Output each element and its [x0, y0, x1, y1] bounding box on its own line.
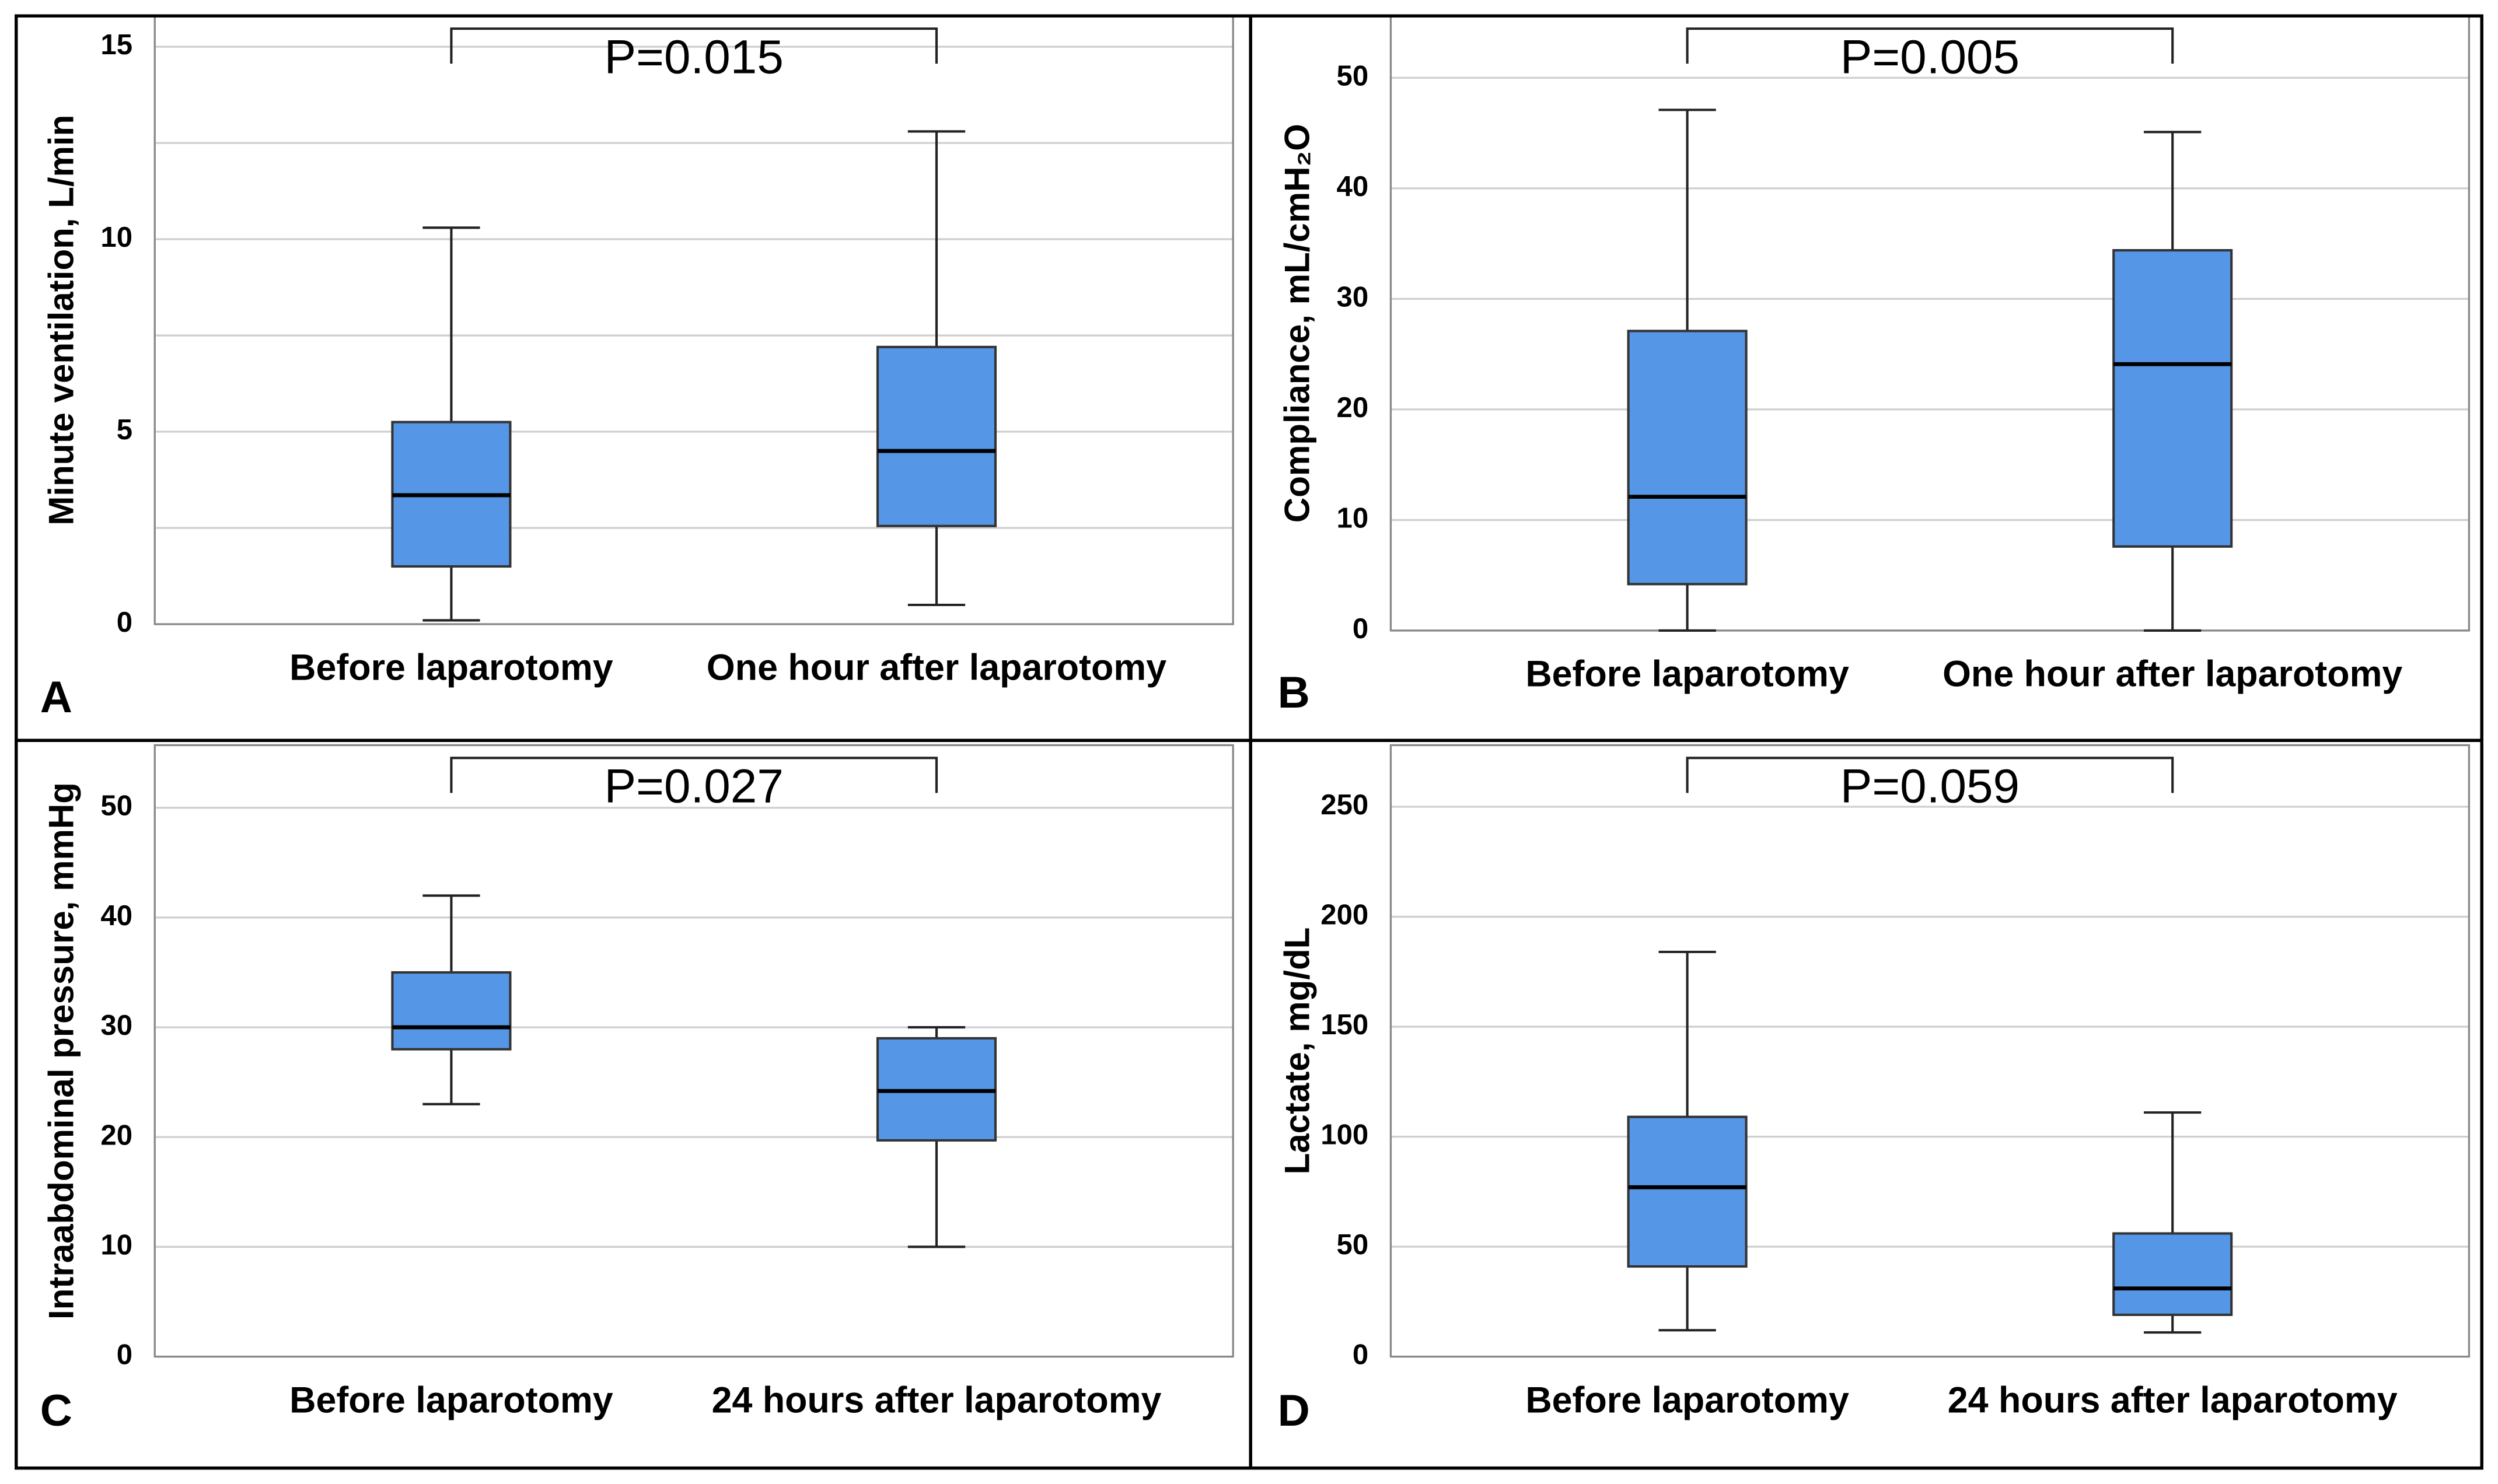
panel-label: C: [40, 1386, 72, 1436]
y-tick-label: 5: [117, 414, 132, 446]
box: [2112, 249, 2233, 548]
y-axis-label: Lactate, mg/dL: [1278, 928, 1317, 1175]
y-tick-label: 50: [1337, 1229, 1369, 1261]
panel-label: D: [1278, 1386, 1310, 1436]
box: [1627, 1115, 1748, 1268]
y-tick-label: 10: [100, 222, 132, 253]
x-category-label: One hour after laparotomy: [1942, 654, 2402, 695]
box: [1627, 330, 1748, 586]
y-tick-label: 20: [100, 1119, 132, 1151]
y-tick-label: 10: [1337, 502, 1369, 534]
panel-label: B: [1278, 668, 1310, 718]
x-category-label: Before laparotomy: [1525, 654, 1849, 695]
y-tick-label: 50: [100, 790, 132, 822]
y-tick-label: 200: [1320, 900, 1368, 931]
y-tick-label: 0: [1353, 1339, 1368, 1371]
plot-frame: [1389, 744, 2471, 1358]
x-category-label: 24 hours after laparotomy: [712, 1380, 1162, 1420]
x-category-label: Before laparotomy: [289, 648, 613, 688]
y-axis-label: Compliance, mL/cmH₂O: [1278, 124, 1317, 523]
y-tick-label: 100: [1320, 1119, 1368, 1151]
y-tick-label: 15: [100, 29, 132, 61]
p-value: P=0.015: [605, 30, 784, 83]
box: [391, 971, 512, 1051]
y-tick-label: 40: [1337, 171, 1369, 202]
y-tick-label: 40: [100, 900, 132, 932]
p-value: P=0.059: [1840, 760, 2020, 813]
significance-bracket: [450, 757, 938, 793]
significance-bracket: [1686, 757, 2174, 793]
y-tick-label: 50: [1337, 60, 1369, 92]
y-tick-label: 0: [117, 1339, 132, 1371]
y-tick-label: 0: [1353, 613, 1368, 645]
x-category-label: 24 hours after laparotomy: [1948, 1380, 2398, 1420]
plot-frame: [153, 744, 1234, 1358]
significance-bracket: [450, 27, 938, 64]
y-axis-label: Minute ventilation, L/min: [42, 115, 81, 526]
y-tick-label: 20: [1337, 392, 1369, 424]
significance-bracket: [1686, 27, 2174, 64]
y-tick-label: 30: [1337, 281, 1369, 313]
box: [2112, 1232, 2233, 1317]
y-axis-label: Intraabdominal pressure, mmHg: [42, 782, 81, 1320]
y-tick-label: 250: [1320, 789, 1368, 821]
p-value: P=0.005: [1840, 30, 2020, 83]
y-tick-label: 150: [1320, 1009, 1368, 1041]
box: [876, 345, 997, 527]
x-category-label: One hour after laparotomy: [707, 648, 1166, 688]
x-category-label: Before laparotomy: [289, 1380, 613, 1420]
y-tick-label: 30: [100, 1010, 132, 1041]
x-category-label: Before laparotomy: [1525, 1380, 1849, 1420]
y-tick-label: 10: [100, 1229, 132, 1261]
p-value: P=0.027: [605, 760, 784, 813]
panel-label: A: [40, 673, 72, 722]
y-tick-label: 0: [117, 607, 132, 638]
